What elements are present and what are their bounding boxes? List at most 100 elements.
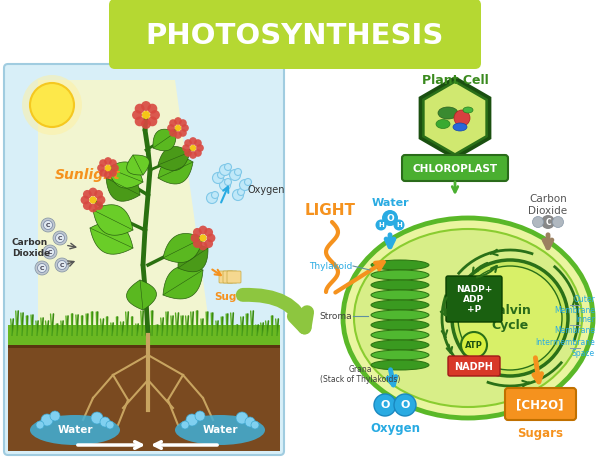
Text: Outer
Membrane: Outer Membrane (554, 296, 595, 315)
Text: Sunlight: Sunlight (55, 168, 121, 182)
Circle shape (97, 164, 105, 172)
Circle shape (553, 217, 563, 227)
Ellipse shape (371, 270, 429, 280)
Polygon shape (127, 280, 157, 310)
FancyBboxPatch shape (223, 271, 237, 283)
Circle shape (220, 179, 230, 190)
Circle shape (179, 119, 187, 127)
Text: O: O (380, 400, 389, 410)
Circle shape (454, 110, 470, 126)
Circle shape (80, 195, 89, 204)
Polygon shape (153, 129, 176, 151)
Circle shape (175, 125, 181, 131)
Circle shape (196, 144, 204, 152)
Text: +P: +P (467, 305, 481, 313)
Ellipse shape (371, 320, 429, 330)
Text: Water: Water (371, 198, 409, 208)
Text: CHLOROPLAST: CHLOROPLAST (412, 164, 497, 174)
Circle shape (83, 201, 92, 210)
Circle shape (55, 258, 69, 272)
Text: C: C (46, 223, 50, 227)
Circle shape (394, 219, 404, 230)
Text: Grana
(Stack of Thylakoids): Grana (Stack of Thylakoids) (320, 365, 400, 384)
Text: LIGHT: LIGHT (305, 202, 355, 218)
Circle shape (184, 149, 192, 157)
Circle shape (94, 190, 103, 199)
Text: C: C (40, 266, 44, 271)
Ellipse shape (343, 218, 593, 418)
Circle shape (233, 189, 244, 201)
Text: Stroma: Stroma (319, 312, 352, 320)
Text: ADP: ADP (463, 295, 485, 303)
Circle shape (190, 145, 196, 151)
Text: Carbon
Dioxide: Carbon Dioxide (12, 238, 50, 258)
Polygon shape (178, 244, 208, 272)
Circle shape (97, 195, 106, 204)
Circle shape (37, 264, 47, 272)
Ellipse shape (30, 415, 120, 445)
Circle shape (58, 260, 67, 270)
Text: H: H (378, 222, 384, 228)
Circle shape (36, 421, 44, 429)
Text: PHOTOSYNTHESIS: PHOTOSYNTHESIS (146, 22, 444, 50)
Ellipse shape (371, 360, 429, 370)
Circle shape (184, 139, 192, 147)
Circle shape (189, 151, 197, 159)
Text: Calvin
Cycle: Calvin Cycle (488, 304, 532, 332)
Circle shape (150, 110, 160, 120)
Text: Water: Water (202, 425, 238, 435)
Circle shape (167, 124, 175, 132)
Circle shape (83, 190, 92, 199)
Ellipse shape (371, 300, 429, 310)
Circle shape (204, 228, 213, 237)
Circle shape (148, 117, 157, 126)
Circle shape (169, 119, 177, 127)
Circle shape (109, 159, 117, 167)
Text: Oxygen: Oxygen (370, 422, 420, 435)
Text: Thylakoid: Thylakoid (308, 261, 352, 271)
Circle shape (452, 260, 568, 376)
Polygon shape (163, 266, 203, 299)
Circle shape (458, 266, 562, 370)
Circle shape (186, 414, 198, 426)
Circle shape (169, 129, 177, 137)
Polygon shape (108, 162, 143, 188)
Text: C: C (58, 236, 62, 241)
Circle shape (238, 189, 245, 195)
Circle shape (104, 157, 112, 165)
Circle shape (189, 137, 197, 145)
Circle shape (206, 193, 218, 203)
Bar (8, 340, 280, 348)
Circle shape (194, 149, 202, 157)
Ellipse shape (371, 330, 429, 340)
Circle shape (41, 218, 55, 232)
Text: NADPH: NADPH (455, 362, 493, 372)
Circle shape (224, 178, 232, 185)
Circle shape (109, 169, 117, 177)
Circle shape (22, 75, 82, 135)
Text: Water: Water (57, 425, 93, 435)
Circle shape (111, 164, 119, 172)
Circle shape (206, 234, 215, 242)
Circle shape (134, 104, 145, 113)
Circle shape (212, 172, 223, 183)
FancyBboxPatch shape (4, 64, 284, 455)
Circle shape (91, 412, 103, 424)
Circle shape (174, 131, 182, 139)
Circle shape (376, 219, 386, 230)
Circle shape (94, 201, 103, 210)
Circle shape (142, 111, 150, 119)
Ellipse shape (175, 415, 265, 445)
Ellipse shape (354, 229, 582, 407)
Circle shape (53, 231, 67, 245)
Circle shape (204, 239, 213, 248)
Text: C: C (60, 262, 64, 267)
Text: Sugars: Sugars (517, 427, 563, 440)
Circle shape (382, 210, 398, 226)
Polygon shape (127, 155, 149, 175)
Circle shape (132, 110, 142, 120)
Circle shape (106, 421, 114, 429)
Circle shape (199, 225, 208, 234)
Circle shape (99, 169, 107, 177)
Circle shape (181, 421, 189, 429)
